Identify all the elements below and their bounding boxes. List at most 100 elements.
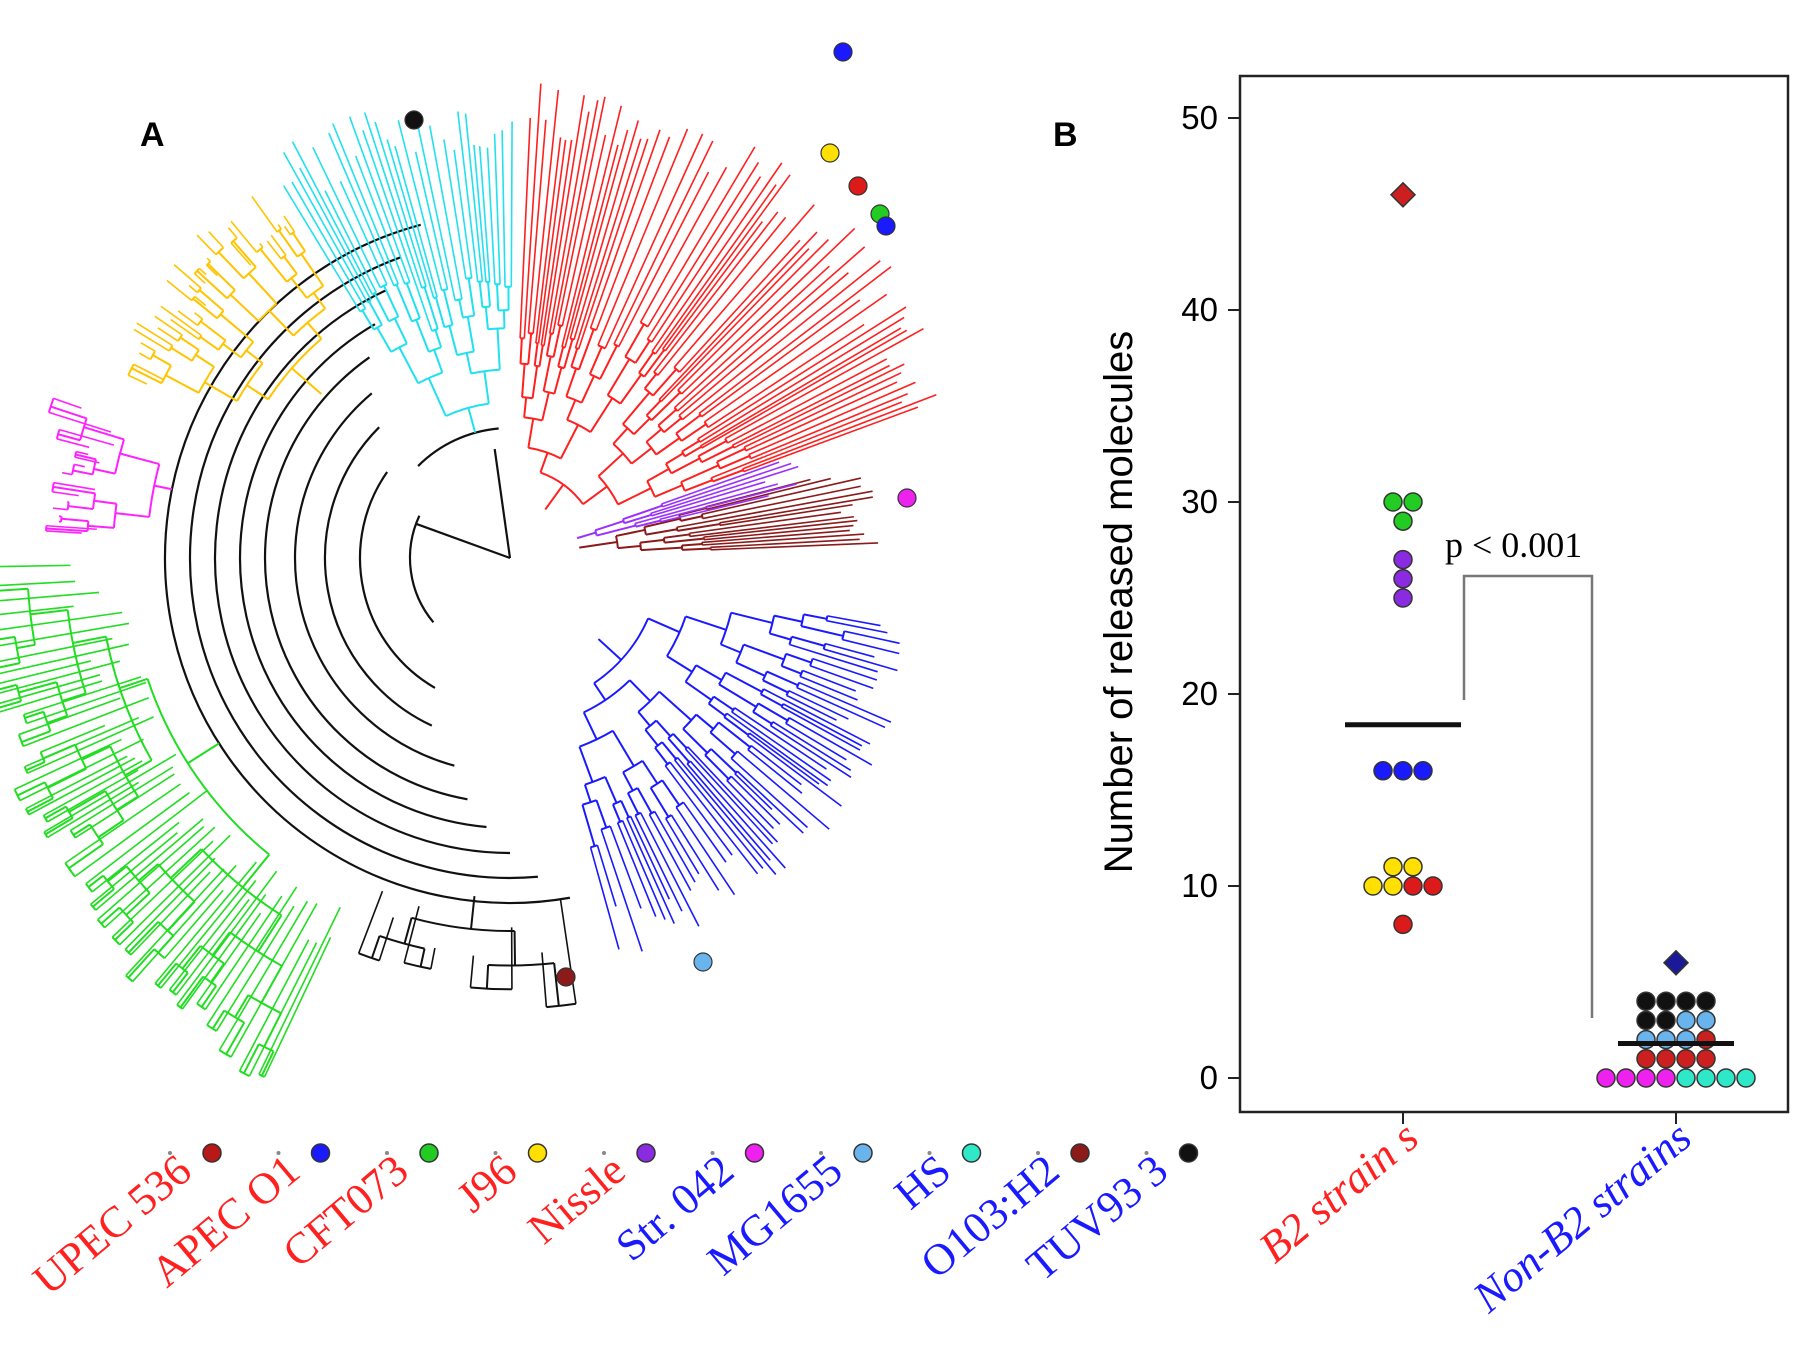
tree-leaf: [188, 284, 198, 294]
tree-leaf: [64, 783, 181, 864]
tree-leaf: [312, 146, 381, 288]
tree-arc: [202, 975, 217, 987]
tree-leaf: [732, 364, 890, 446]
tree-leaf: [47, 781, 140, 839]
tree-arc: [658, 398, 662, 403]
tree-branch: [641, 760, 659, 785]
tree-leaf: [569, 129, 629, 339]
tree-branch: [599, 345, 618, 380]
tree-branch: [709, 731, 736, 755]
y-axis: 0 10 20 30 40 50: [1181, 99, 1240, 1096]
data-point: [1696, 1049, 1716, 1069]
tree-branch: [27, 797, 54, 813]
tree-branch: [405, 282, 421, 319]
tree-leaf: [750, 393, 908, 460]
tree-branch: [487, 281, 491, 307]
tree-leaf: [654, 184, 777, 355]
tree-branch: [629, 679, 651, 702]
tree-arc: [600, 825, 611, 831]
tree-branch: [383, 285, 400, 318]
tree-arc: [411, 916, 515, 932]
tree-leaf: [95, 818, 204, 911]
tree-leaf: [56, 438, 90, 449]
tree-leaf: [559, 899, 577, 1004]
tree-leaf: [597, 128, 689, 346]
tree-leaf: [686, 763, 771, 861]
data-point: [1596, 1068, 1616, 1088]
tree-branch: [483, 371, 490, 404]
tree-leaf: [710, 538, 860, 549]
tree-branch: [278, 230, 299, 258]
tree-branch: [46, 527, 88, 533]
tree-leaf: [577, 138, 649, 350]
tree-leaf: [25, 755, 128, 810]
tree-branch: [312, 292, 326, 310]
tree-leaf: [616, 822, 657, 917]
tree-branch: [617, 545, 641, 550]
magenta-circle: [744, 1143, 765, 1163]
tree-branch: [179, 336, 200, 351]
tree-leaf: [53, 481, 96, 491]
tree-leaf: [91, 821, 180, 893]
tree-leaf: [198, 267, 207, 276]
tree-arc: [358, 952, 380, 962]
tree-leaf: [97, 826, 205, 921]
tree-leaf: [785, 722, 847, 761]
tree-branch: [47, 714, 68, 724]
tree-branch: [682, 547, 711, 551]
tree-branch: [597, 452, 624, 477]
tree-leaf: [283, 185, 361, 313]
tree-branch: [708, 702, 726, 717]
tree-leaf: [736, 750, 830, 830]
tree-arc: [168, 988, 177, 996]
tree-leaf: [658, 231, 818, 401]
tree-leaf: [634, 483, 778, 525]
tree-branch: [664, 537, 704, 544]
legend-separator-dot: [602, 1151, 606, 1155]
tree-leaf: [111, 840, 214, 938]
tree-branch: [467, 407, 477, 433]
tree-branch: [800, 625, 844, 637]
tree-branch: [219, 313, 254, 343]
tree-leaf: [664, 765, 733, 856]
dark-red-circle: [202, 1143, 222, 1163]
tree-branch: [634, 340, 651, 364]
tree-leaf: [781, 706, 861, 751]
tree-branch: [152, 354, 172, 367]
tree-branch: [107, 865, 128, 883]
tree-branch: [170, 848, 203, 879]
tree-branch: [681, 542, 703, 547]
tree-arc: [540, 471, 584, 505]
backbone-arc: [417, 427, 499, 467]
tree-branch: [606, 358, 631, 396]
tree-branch: [154, 484, 173, 491]
tree-arc: [454, 298, 463, 302]
tree-leaf: [227, 227, 238, 239]
tree-branch: [127, 921, 159, 954]
tree-arc: [86, 521, 90, 532]
tree-leaf: [176, 870, 278, 1006]
tree-leaf: [18, 697, 121, 736]
backbone-arc: [263, 356, 468, 801]
tree-branch: [544, 483, 565, 511]
tree-leaf: [662, 174, 791, 350]
tree-leaf: [0, 580, 76, 587]
tree-branch: [652, 368, 678, 397]
tree-arc: [675, 801, 685, 809]
tree-leaf: [132, 864, 237, 983]
tree-branch: [541, 392, 550, 421]
tree-branch: [17, 781, 46, 797]
data-point: [1636, 1010, 1656, 1031]
tree-tip-marker: [693, 952, 713, 972]
tree-branch: [680, 515, 703, 522]
tree-arc: [388, 315, 399, 323]
tree-branch: [627, 792, 640, 815]
tree-branch: [257, 914, 283, 953]
tree-branch: [655, 719, 672, 737]
tree-leaf: [457, 111, 479, 282]
tree-leaf: [473, 144, 487, 283]
tree-arc: [785, 690, 790, 696]
tree-leaf: [702, 533, 865, 546]
data-point: [1676, 991, 1696, 1011]
tree-branch: [21, 730, 51, 743]
